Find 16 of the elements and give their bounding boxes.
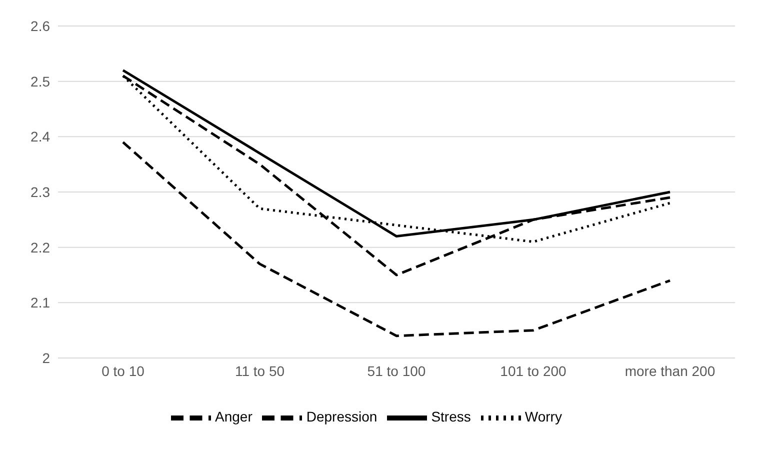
y-tick-label: 2.4: [30, 128, 50, 145]
y-tick-label: 2.2: [30, 239, 50, 256]
legend-label: Depression: [306, 408, 378, 425]
y-tick-label: 2.5: [30, 73, 50, 90]
legend-label: Anger: [215, 408, 252, 425]
x-tick-label: 0 to 10: [102, 362, 145, 379]
legend-label: Worry: [524, 408, 562, 425]
x-tick-label: 101 to 200: [500, 362, 567, 379]
x-tick-label: 11 to 50: [234, 362, 285, 379]
y-tick-label: 2.3: [30, 184, 50, 200]
x-tick-label: 51 to 100: [367, 362, 426, 379]
y-tick-label: 2.6: [30, 18, 50, 34]
x-tick-label: more than 200: [624, 362, 716, 379]
y-tick-label: 2: [42, 350, 50, 366]
legend-label: Stress: [431, 408, 471, 425]
y-tick-label: 2.1: [30, 294, 50, 311]
